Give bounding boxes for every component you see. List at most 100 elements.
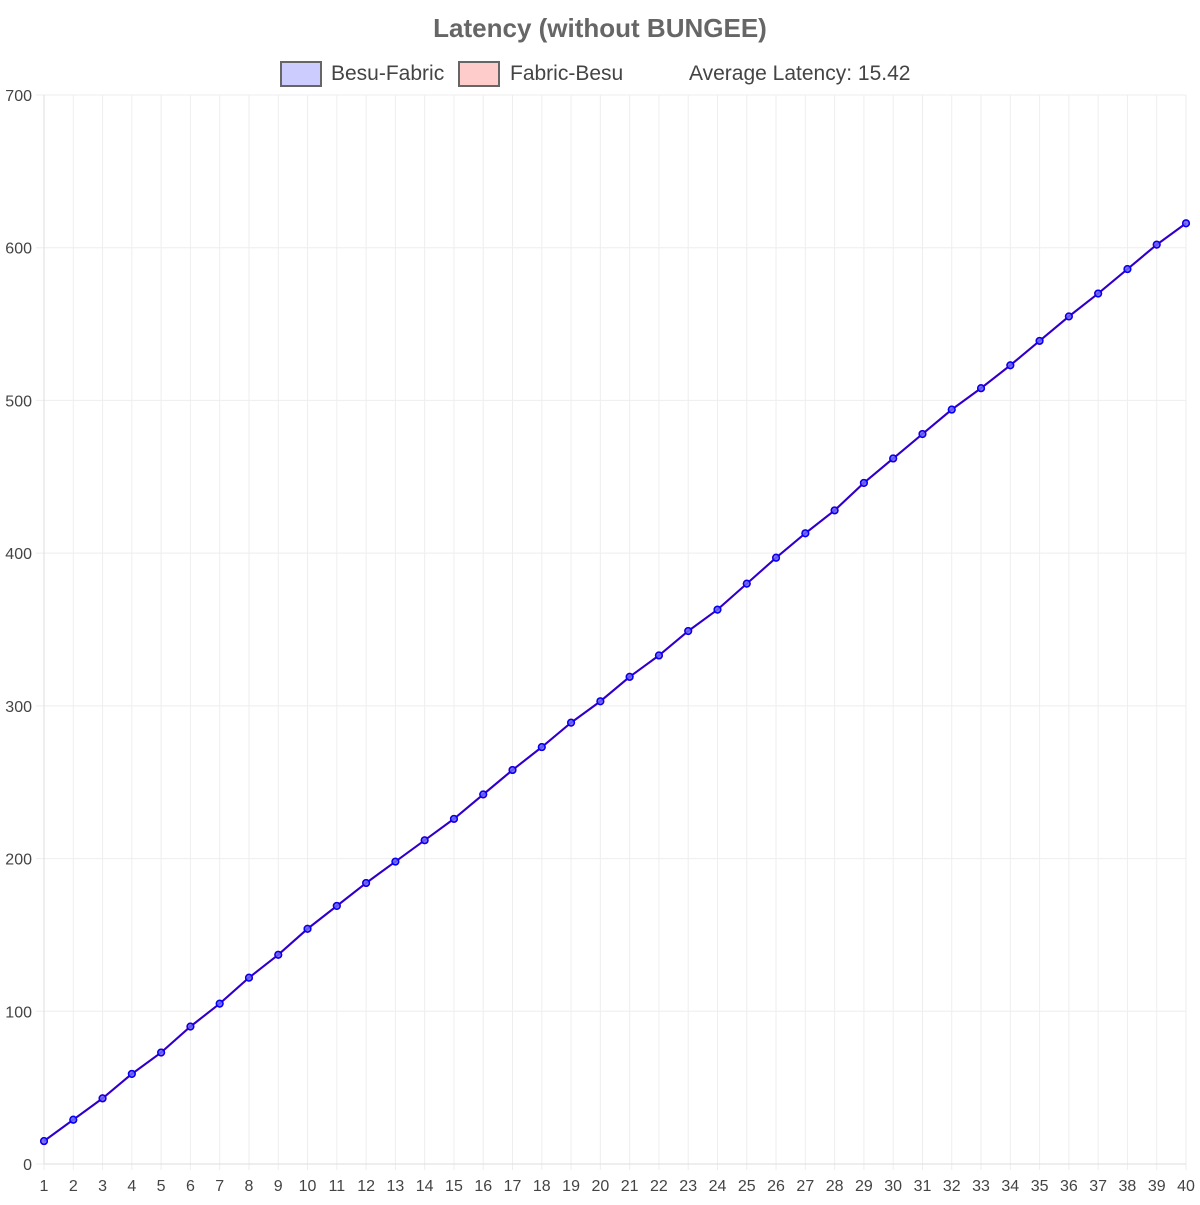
data-point-besu-fabric[interactable] bbox=[274, 950, 283, 959]
series-line-besu-fabric bbox=[43, 222, 1187, 1142]
y-axis-ticks: 0 100 200 300 400 500 600 700 bbox=[5, 88, 32, 1174]
x-tick-label: 13 bbox=[386, 1178, 404, 1195]
data-point-besu-fabric[interactable] bbox=[801, 529, 810, 538]
data-point-besu-fabric[interactable] bbox=[1123, 265, 1132, 274]
legend: Besu-Fabric Fabric-Besu Average Latency:… bbox=[280, 61, 910, 87]
x-tick-label: 31 bbox=[914, 1178, 932, 1195]
data-point-besu-fabric[interactable] bbox=[567, 718, 576, 727]
data-point-besu-fabric[interactable] bbox=[508, 765, 517, 775]
x-tick-label: 12 bbox=[357, 1178, 375, 1195]
data-point-besu-fabric[interactable] bbox=[98, 1094, 107, 1103]
y-tick-label: 600 bbox=[5, 241, 32, 258]
x-tick-label: 6 bbox=[186, 1178, 195, 1195]
x-tick-label: 19 bbox=[562, 1178, 580, 1195]
data-point-besu-fabric[interactable] bbox=[332, 901, 341, 910]
x-axis-ticks: 1 2 3 4 5 6 7 8 9 10 11 12 13 14 15 16 17 18 19 20 21 22 23 24 2… bbox=[40, 1178, 1195, 1195]
data-point-besu-fabric[interactable] bbox=[479, 790, 488, 799]
data-point-besu-fabric[interactable] bbox=[859, 478, 868, 487]
data-point-besu-fabric[interactable] bbox=[449, 814, 458, 823]
x-tick-label: 11 bbox=[329, 1178, 346, 1195]
y-tick-label: 100 bbox=[5, 1004, 32, 1021]
series-layer bbox=[39, 219, 1191, 1146]
data-point-besu-fabric[interactable] bbox=[362, 878, 371, 888]
x-tick-label: 7 bbox=[215, 1178, 224, 1195]
x-tick-label: 34 bbox=[1001, 1178, 1019, 1195]
data-point-besu-fabric[interactable] bbox=[684, 626, 693, 636]
data-point-besu-fabric[interactable] bbox=[127, 1069, 136, 1078]
x-tick-label: 20 bbox=[591, 1178, 609, 1195]
x-tick-label: 26 bbox=[767, 1178, 785, 1195]
x-tick-label: 1 bbox=[40, 1178, 49, 1195]
x-tick-label: 35 bbox=[1031, 1178, 1049, 1195]
data-point-besu-fabric[interactable] bbox=[654, 651, 663, 660]
data-point-besu-fabric[interactable] bbox=[69, 1115, 78, 1124]
data-point-besu-fabric[interactable] bbox=[1035, 336, 1044, 345]
x-tick-label: 22 bbox=[650, 1178, 668, 1195]
x-tick-label: 16 bbox=[474, 1178, 492, 1195]
data-point-besu-fabric[interactable] bbox=[713, 605, 722, 614]
x-tick-label: 38 bbox=[1119, 1178, 1137, 1195]
x-tick-label: 40 bbox=[1177, 1178, 1195, 1195]
x-tick-label: 27 bbox=[796, 1178, 814, 1195]
x-tick-label: 4 bbox=[127, 1178, 136, 1195]
grid bbox=[36, 94, 1187, 1170]
x-tick-label: 30 bbox=[884, 1178, 902, 1195]
x-tick-label: 36 bbox=[1060, 1178, 1078, 1195]
y-tick-label: 500 bbox=[5, 393, 32, 410]
data-point-besu-fabric[interactable] bbox=[420, 836, 429, 845]
data-point-besu-fabric[interactable] bbox=[772, 553, 781, 562]
x-tick-label: 25 bbox=[738, 1178, 756, 1195]
data-point-besu-fabric[interactable] bbox=[157, 1048, 166, 1057]
data-point-besu-fabric[interactable] bbox=[742, 579, 751, 588]
data-point-besu-fabric[interactable] bbox=[625, 672, 634, 681]
y-tick-label: 300 bbox=[5, 699, 32, 716]
data-point-besu-fabric[interactable] bbox=[1094, 289, 1103, 298]
legend-item-fabric-besu[interactable]: Fabric-Besu bbox=[458, 61, 623, 87]
y-tick-label: 0 bbox=[23, 1157, 32, 1174]
data-point-besu-fabric[interactable] bbox=[303, 924, 312, 933]
data-point-besu-fabric[interactable] bbox=[1006, 361, 1015, 370]
data-point-besu-fabric[interactable] bbox=[215, 999, 224, 1008]
x-tick-label: 23 bbox=[679, 1178, 697, 1195]
x-tick-label: 9 bbox=[274, 1178, 283, 1195]
data-point-besu-fabric[interactable] bbox=[976, 384, 986, 393]
data-point-besu-fabric[interactable] bbox=[1152, 240, 1161, 249]
x-tick-label: 14 bbox=[416, 1178, 434, 1195]
data-point-besu-fabric[interactable] bbox=[596, 697, 605, 706]
x-tick-label: 37 bbox=[1089, 1178, 1107, 1195]
data-point-besu-fabric[interactable] bbox=[391, 857, 400, 866]
data-point-besu-fabric[interactable] bbox=[947, 405, 956, 414]
x-tick-label: 3 bbox=[98, 1178, 107, 1195]
legend-swatch-besu-fabric bbox=[280, 61, 322, 87]
data-point-besu-fabric[interactable] bbox=[537, 743, 546, 752]
data-point-besu-fabric[interactable] bbox=[918, 429, 927, 439]
x-tick-label: 28 bbox=[826, 1178, 844, 1195]
legend-label-besu-fabric: Besu-Fabric bbox=[331, 62, 444, 85]
data-point-besu-fabric[interactable] bbox=[889, 454, 898, 463]
legend-item-besu-fabric[interactable]: Besu-Fabric bbox=[280, 61, 444, 87]
data-point-besu-fabric[interactable] bbox=[830, 506, 839, 515]
data-point-besu-fabric[interactable] bbox=[1064, 312, 1073, 321]
x-tick-label: 10 bbox=[299, 1178, 317, 1195]
y-tick-label: 200 bbox=[5, 852, 32, 869]
x-tick-label: 24 bbox=[709, 1178, 727, 1195]
y-tick-label: 400 bbox=[5, 546, 32, 563]
x-tick-label: 8 bbox=[245, 1178, 254, 1195]
data-point-besu-fabric[interactable] bbox=[39, 1137, 49, 1146]
chart-title: Latency (without BUNGEE) bbox=[433, 13, 767, 43]
x-tick-label: 32 bbox=[943, 1178, 961, 1195]
data-point-besu-fabric[interactable] bbox=[186, 1022, 195, 1031]
data-point-besu-fabric[interactable] bbox=[244, 973, 254, 982]
x-tick-label: 29 bbox=[855, 1178, 873, 1195]
x-tick-label: 21 bbox=[621, 1178, 639, 1195]
x-tick-label: 5 bbox=[157, 1178, 166, 1195]
axes bbox=[43, 95, 1186, 1165]
x-tick-label: 39 bbox=[1148, 1178, 1166, 1195]
x-tick-label: 18 bbox=[533, 1178, 551, 1195]
y-tick-label: 700 bbox=[5, 88, 32, 105]
data-point-besu-fabric[interactable] bbox=[1181, 219, 1191, 228]
x-tick-label: 17 bbox=[504, 1178, 522, 1195]
legend-label-fabric-besu: Fabric-Besu bbox=[510, 62, 623, 85]
